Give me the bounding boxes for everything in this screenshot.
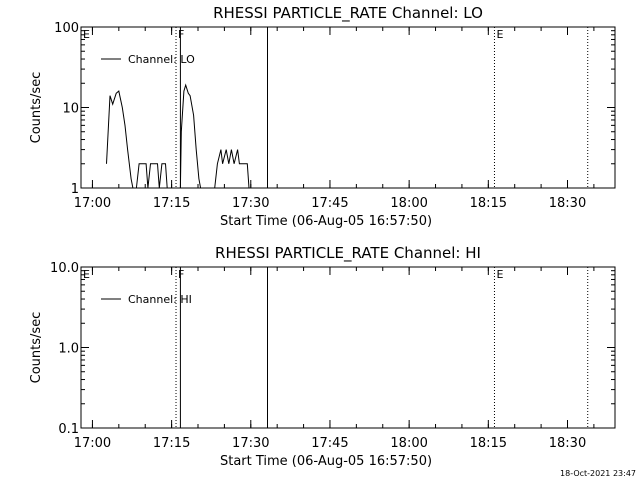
- x-tick-label: 18:30: [549, 436, 586, 451]
- series-line-segment: [214, 149, 250, 189]
- event-marker-label: F: [178, 28, 184, 41]
- chart-title: RHESSI PARTICLE_RATE Channel: HI: [215, 244, 481, 263]
- event-marker-label: F: [178, 268, 184, 281]
- y-tick-label: 10: [62, 102, 79, 117]
- x-tick-label: 17:15: [153, 196, 190, 211]
- series-line-segment: [106, 90, 134, 189]
- x-tick-label: 17:00: [74, 196, 111, 211]
- y-tick-label: 1.0: [58, 342, 79, 357]
- plot-frame: [80, 26, 616, 189]
- y-tick-label: 10.0: [50, 261, 79, 276]
- series-line-segment: [179, 83, 202, 189]
- y-axis-label: Counts/sec: [29, 312, 44, 384]
- y-tick-label: 1: [71, 182, 79, 197]
- series-line-segment: [135, 163, 168, 189]
- x-axis-label: Start Time (06-Aug-05 16:57:50): [220, 214, 432, 229]
- chart-panel: RHESSI PARTICLE_RATE Channel: HI 0.1 1.0 10…: [29, 244, 616, 469]
- x-tick-label: 18:15: [470, 196, 507, 211]
- x-tick-label: 17:30: [232, 196, 269, 211]
- x-tick-label: 17:00: [74, 436, 111, 451]
- event-marker-label: E: [496, 28, 503, 41]
- legend-label: Channel: HI: [128, 293, 192, 306]
- x-tick-label: 17:15: [153, 436, 190, 451]
- event-marker-label: E: [496, 268, 503, 281]
- legend-label: Channel: LO: [128, 53, 195, 66]
- event-marker-label: E: [83, 268, 90, 281]
- chart-title: RHESSI PARTICLE_RATE Channel: LO: [213, 4, 483, 23]
- timestamp: 18-Oct-2021 23:47: [560, 469, 636, 478]
- x-tick-label: 18:00: [390, 196, 427, 211]
- x-tick-label: 18:00: [390, 436, 427, 451]
- x-tick-label: 17:45: [311, 436, 348, 451]
- y-tick-label: 0.1: [58, 422, 79, 437]
- x-tick-label: 18:15: [470, 436, 507, 451]
- x-tick-label: 18:30: [549, 196, 586, 211]
- plot-frame: [80, 266, 616, 429]
- x-tick-label: 17:30: [232, 436, 269, 451]
- y-axis-label: Counts/sec: [29, 72, 44, 144]
- event-marker-label: E: [83, 28, 90, 41]
- x-axis-label: Start Time (06-Aug-05 16:57:50): [220, 454, 432, 469]
- chart-panel: RHESSI PARTICLE_RATE Channel: LO 1 10 100 17…: [29, 4, 616, 229]
- y-tick-label: 100: [54, 21, 79, 36]
- x-tick-label: 17:45: [311, 196, 348, 211]
